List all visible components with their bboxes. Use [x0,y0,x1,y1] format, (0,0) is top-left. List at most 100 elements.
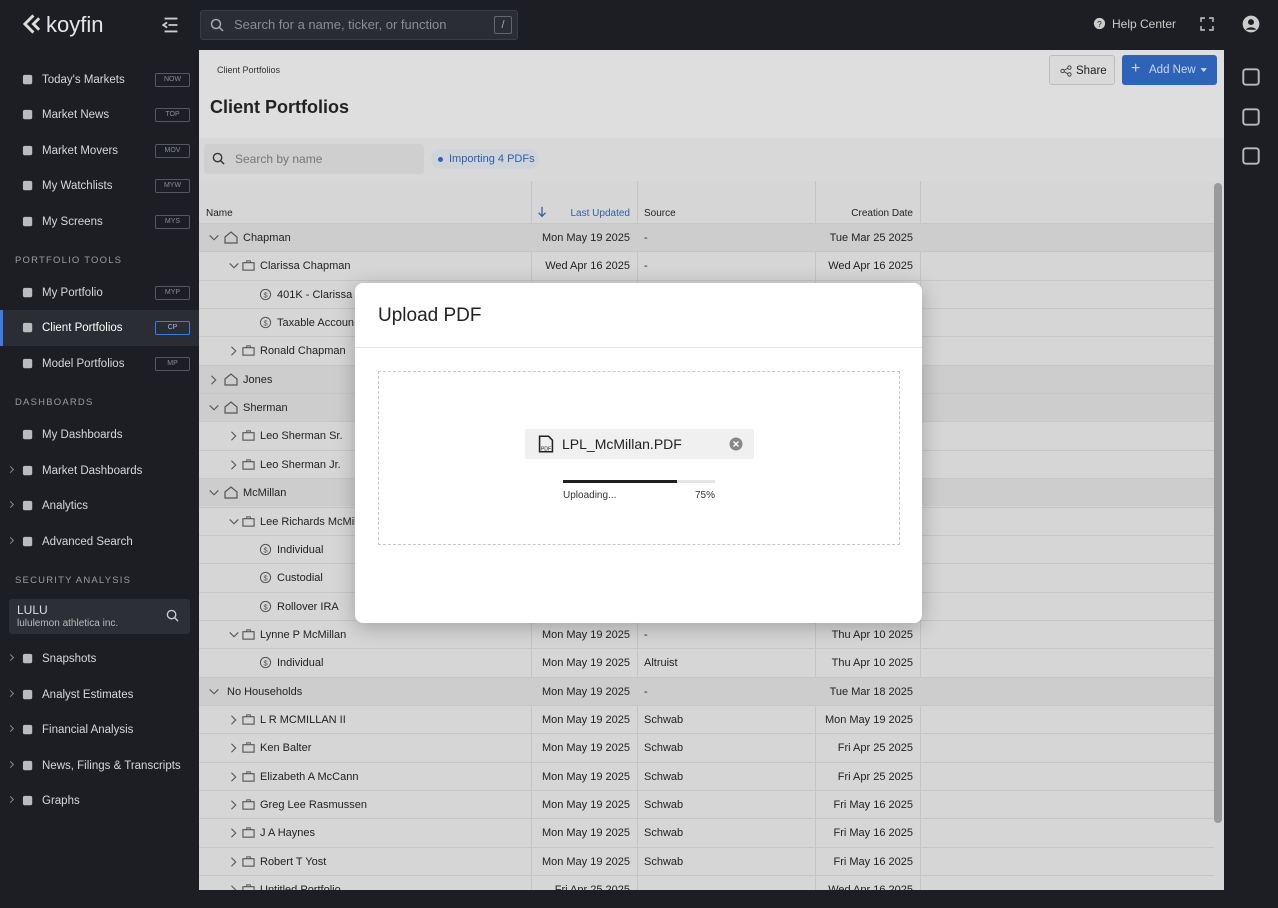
portfolio-icon [242,629,255,640]
column-header[interactable]: Source [644,208,676,219]
portfolio-icon [242,459,255,470]
page-title: Client Portfolios [210,97,349,117]
row-created: Fri May 16 2025 [833,855,913,868]
modal-title: Upload PDF [378,305,482,326]
logo-mark [22,14,41,34]
nav-item[interactable]: Client Portfolios [42,322,123,334]
nav-badge: MOV [155,144,190,158]
expand-caret [6,500,15,509]
row-name: Greg Lee Rasmussen [260,799,367,811]
nav-item[interactable]: Analytics [42,500,89,512]
table-row[interactable]: Robert T Yost Mon May 19 2025 Schwab Fri Ma… [199,846,1214,875]
nav-icon [22,724,33,735]
expand-caret [6,653,15,662]
row-name: Elizabeth A McCann [260,770,359,783]
expand-caret [6,689,15,698]
table-row[interactable]: Elizabeth A McCann Mon May 19 2025 Schwab F… [199,761,1214,790]
nav-item[interactable]: Analyst Estimates [42,689,134,701]
row-name: Rollover IRA [277,600,339,613]
nav-icon [22,760,33,771]
help-center[interactable]: Help Center [1112,17,1177,31]
collapse-caret [209,405,219,411]
nav-badge: MYW [155,179,190,193]
table-row[interactable]: Untitled Portfolio Fri Apr 25 2025 Wed Apr… [199,875,1214,890]
add-label: Add New [1149,64,1196,76]
global-search[interactable]: Search for a name, ticker, or function / [200,10,518,40]
collapse-caret [229,263,239,269]
search-shortcut: / [494,16,512,34]
nav-item[interactable]: Model Portfolios [42,358,125,370]
svg-text:$: $ [263,318,267,327]
collapse-caret [209,235,219,241]
row-name: Chapman [243,232,291,244]
nav-item[interactable]: Graphs [42,795,80,807]
nav-item[interactable]: Advanced Search [42,536,133,548]
nav-item[interactable]: My Dashboards [42,429,123,441]
row-source: Altruist [644,657,678,670]
section-title: DASHBOARDS [15,397,94,408]
expand-caret [231,715,237,725]
table-row[interactable]: L R MCMILLAN II Mon May 19 2025 Schwab Mon … [199,704,1214,733]
collapse-caret [229,518,239,525]
nav-item[interactable]: My Watchlists [42,180,113,192]
ticker-search [166,609,179,622]
expand-caret [231,857,237,867]
search-icon [212,152,225,165]
household-icon [224,401,238,414]
column-header[interactable]: Name [206,208,233,219]
row-name: Lynne P McMillan [260,628,347,641]
table-row[interactable]: Greg Lee Rasmussen Mon May 19 2025 Schwab F… [199,790,1214,818]
nav-item[interactable]: Financial Analysis [42,724,134,736]
nav-item[interactable]: Today's Markets [42,74,125,86]
row-name: McMillan [243,487,287,500]
expand-caret [231,800,237,810]
nav-item[interactable]: Market Dashboards [42,465,143,477]
row-name: Clarissa Chapman [260,260,351,273]
nav-item[interactable]: News, Filings & Transcripts [42,760,181,772]
account-icon: $ [259,600,272,612]
row-name: Lee Richards McMil [260,515,357,528]
add-new-button[interactable]: + Add New [1122,55,1217,85]
account [1242,15,1260,33]
help-icon: ? [1093,17,1106,30]
collapse-caret [229,631,239,638]
expand-caret [6,760,15,769]
table-row[interactable]: Lynne P McMillan Mon May 19 2025 - Thu Apr … [199,619,1214,648]
portfolio-icon [242,742,255,753]
table-row[interactable]: Ken Balter Mon May 19 2025 Schwab Fri Apr 2… [199,733,1214,761]
nav-badge: MYP [155,286,190,300]
share-button[interactable]: Share [1049,55,1115,85]
nav-item[interactable]: My Screens [42,216,103,228]
importing-chip: Importing 4 PDFs [431,149,539,169]
share-icon [1060,65,1072,77]
table-row[interactable]: $ Individual Mon May 19 2025 Altruist Thu Ap… [199,648,1214,676]
row-updated: Mon May 19 2025 [541,657,630,670]
expand-caret [231,771,237,782]
nav-item[interactable]: Market News [42,109,110,121]
column-header[interactable]: Creation Date [851,208,913,219]
importing-dot [438,157,443,162]
table-search[interactable]: Search by name [204,144,424,174]
expand-caret [6,465,15,474]
table-row[interactable]: Chapman Mon May 19 2025 - Tue Mar 25 2025 [199,223,1214,251]
column-header[interactable]: Last Updated [570,208,631,219]
row-name: Ronald Chapman [260,345,346,358]
nav-item[interactable]: My Portfolio [42,287,103,299]
table-row[interactable]: Clarissa Chapman Wed Apr 16 2025 - Wed Apr … [199,251,1214,279]
table-row[interactable]: $401K - Clarissa [199,279,1214,308]
collapse-caret [209,688,219,695]
portfolio-icon [242,515,255,527]
row-name: Untitled Portfolio [260,882,341,890]
ticker-box[interactable]: LULU lululemon athletica inc. [9,599,190,634]
row-updated: Mon May 19 2025 [541,770,630,783]
table-row[interactable]: J A Haynes Mon May 19 2025 Schwab Fri May 1… [199,818,1214,846]
row-source: Schwab [644,713,684,726]
nav-icon [22,287,33,298]
row-created: Thu Apr 10 2025 [831,657,913,670]
share-label: Share [1076,65,1107,77]
table-row[interactable]: No Households Mon May 19 2025 - Tue Mar 18 … [199,676,1214,705]
nav-item[interactable]: Snapshots [42,653,97,665]
nav-item[interactable]: Market Movers [42,145,119,157]
nav-icon [22,216,33,227]
